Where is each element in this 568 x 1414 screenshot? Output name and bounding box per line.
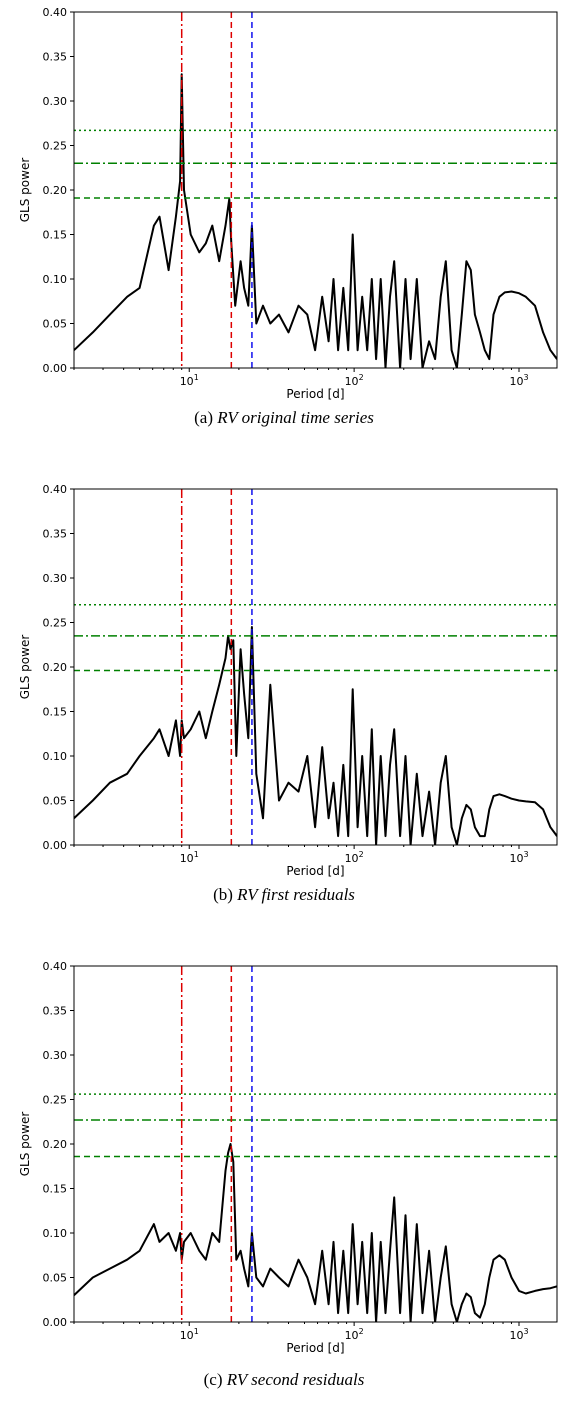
x-tick-exponent: 1 bbox=[194, 850, 199, 859]
y-tick-label: 0.40 bbox=[43, 960, 68, 973]
y-tick-label: 0.10 bbox=[43, 273, 68, 286]
x-tick-label: 101 bbox=[180, 1327, 199, 1342]
y-tick-label: 0.35 bbox=[43, 528, 68, 541]
caption-label-b: (b) bbox=[213, 885, 233, 904]
x-tick-exponent: 3 bbox=[523, 1327, 528, 1336]
chart-panel-b: 0.00 0.05 0.10 0.15 0.20 0.25 0.30 0.35 0.40 101 1… bbox=[0, 477, 568, 937]
y-tick-label: 0.20 bbox=[43, 661, 68, 674]
y-tick-label: 0.10 bbox=[43, 1227, 68, 1240]
x-tick-label: 103 bbox=[509, 373, 528, 388]
plot-frame bbox=[73, 488, 558, 846]
y-tick-label: 0.30 bbox=[43, 572, 68, 585]
x-tick-label: 103 bbox=[509, 850, 528, 865]
y-tick-label: 0.05 bbox=[43, 1272, 68, 1285]
caption-a: (a) RV original time series bbox=[0, 408, 568, 428]
y-tick-label: 0.40 bbox=[43, 483, 68, 496]
caption-b: (b) RV first residuals bbox=[0, 885, 568, 905]
caption-label-c: (c) bbox=[203, 1370, 223, 1389]
y-axis-label: GLS power bbox=[18, 158, 32, 223]
y-tick-label: 0.30 bbox=[43, 95, 68, 108]
y-axis-label: GLS power bbox=[18, 635, 32, 700]
x-tick-exponent: 2 bbox=[359, 373, 364, 382]
x-tick-exponent: 1 bbox=[194, 373, 199, 382]
y-tick-label: 0.20 bbox=[43, 1138, 68, 1151]
x-tick-exponent: 2 bbox=[359, 1327, 364, 1336]
periodogram-line bbox=[74, 626, 557, 845]
x-tick-label: 103 bbox=[509, 1327, 528, 1342]
x-tick-label: 101 bbox=[180, 373, 199, 388]
y-tick-label: 0.05 bbox=[43, 318, 68, 331]
x-tick-exponent: 3 bbox=[523, 373, 528, 382]
caption-title-b: RV first residuals bbox=[237, 885, 355, 904]
y-tick-label: 0.25 bbox=[43, 1094, 68, 1107]
y-tick-label: 0.15 bbox=[43, 706, 68, 719]
x-tick-label: 102 bbox=[345, 1327, 364, 1342]
y-axis-label: GLS power bbox=[18, 1112, 32, 1177]
x-tick-label: 102 bbox=[345, 850, 364, 865]
chart-panel-c: 0.00 0.05 0.10 0.15 0.20 0.25 0.30 0.35 0.40 101 1… bbox=[0, 954, 568, 1414]
y-tick-label: 0.35 bbox=[43, 51, 68, 64]
y-tick-label: 0.35 bbox=[43, 1005, 68, 1018]
x-tick-exponent: 1 bbox=[194, 1327, 199, 1336]
plot-frame bbox=[73, 11, 558, 369]
x-axis-label: Period [d] bbox=[286, 387, 344, 401]
x-tick-label: 101 bbox=[180, 850, 199, 865]
y-tick-label: 0.20 bbox=[43, 184, 68, 197]
periodogram-line bbox=[74, 73, 557, 368]
x-axis-label: Period [d] bbox=[286, 1341, 344, 1355]
y-tick-label: 0.15 bbox=[43, 229, 68, 242]
y-tick-label: 0.30 bbox=[43, 1049, 68, 1062]
y-tick-label: 0.00 bbox=[43, 839, 68, 852]
caption-c: (c) RV second residuals bbox=[0, 1370, 568, 1390]
chart-panel-a: 0.00 0.05 0.10 0.15 0.20 0.25 0.30 0.35 0.40 101 1… bbox=[0, 0, 568, 460]
y-tick-label: 0.00 bbox=[43, 362, 68, 375]
y-tick-label: 0.05 bbox=[43, 795, 68, 808]
y-tick-label: 0.10 bbox=[43, 750, 68, 763]
y-tick-label: 0.00 bbox=[43, 1316, 68, 1329]
y-tick-label: 0.40 bbox=[43, 6, 68, 19]
periodogram-line bbox=[74, 1143, 557, 1322]
y-tick-label: 0.15 bbox=[43, 1183, 68, 1196]
x-axis-label: Period [d] bbox=[286, 864, 344, 878]
y-tick-label: 0.25 bbox=[43, 617, 68, 630]
caption-title-c: RV second residuals bbox=[226, 1370, 365, 1389]
caption-label-a: (a) bbox=[194, 408, 213, 427]
x-tick-exponent: 2 bbox=[359, 850, 364, 859]
plot-frame bbox=[73, 965, 558, 1323]
y-tick-label: 0.25 bbox=[43, 140, 68, 153]
caption-title-a: RV original time series bbox=[217, 408, 374, 427]
x-tick-exponent: 3 bbox=[523, 850, 528, 859]
x-tick-label: 102 bbox=[345, 373, 364, 388]
